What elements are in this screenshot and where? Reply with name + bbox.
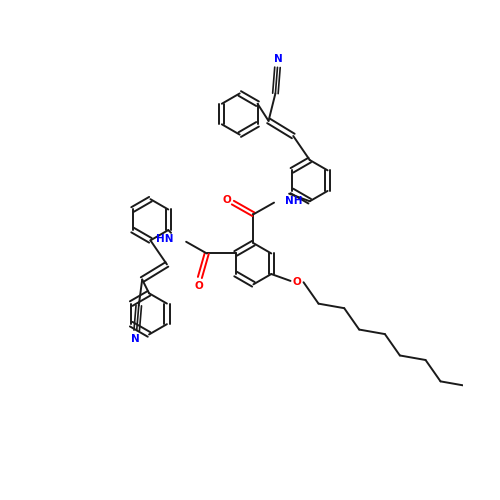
Text: N: N [274,54,283,64]
Text: O: O [292,278,301,287]
Text: O: O [223,195,232,205]
Text: HN: HN [156,234,174,244]
Text: N: N [131,334,140,344]
Text: O: O [194,282,203,292]
Text: NH: NH [285,196,302,205]
